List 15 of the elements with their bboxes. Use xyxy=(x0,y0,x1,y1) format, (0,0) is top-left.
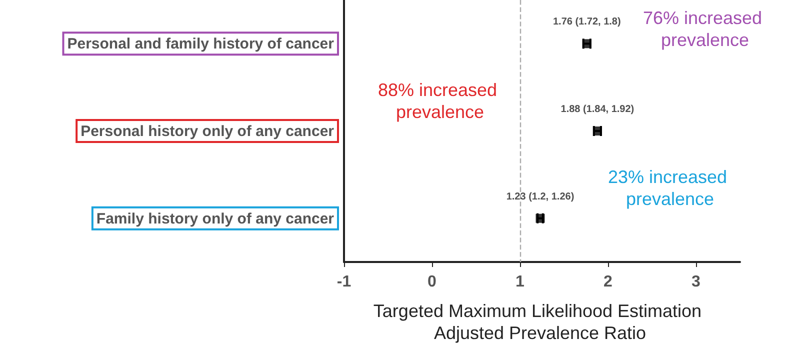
x-tick-label: -1 xyxy=(336,274,352,290)
data-label: 1.23 (1.2, 1.26) xyxy=(506,191,574,202)
annotation: 76% increased prevalence xyxy=(642,8,768,50)
y-tick-label: Personal and family history of cancer xyxy=(67,36,334,53)
x-tick-label: 1 xyxy=(516,274,525,290)
annotation: 23% increased prevalence xyxy=(608,167,732,209)
y-tick-label: Family history only of any cancer xyxy=(96,210,334,228)
x-tick-label: 2 xyxy=(604,274,613,290)
data-label: 1.76 (1.72, 1.8) xyxy=(552,16,621,28)
data-label: 1.88 (1.84, 1.92) xyxy=(560,104,634,115)
x-tick-label: 3 xyxy=(692,274,701,290)
x-axis-title: Targeted Maximum Likelihood Estimation Adjusted Prevalence Ratio xyxy=(373,301,707,343)
x-tick-label: 0 xyxy=(428,274,437,290)
annotation: 88% increased prevalence xyxy=(378,80,502,122)
y-tick-label: Personal history only of any cancer xyxy=(80,123,334,140)
